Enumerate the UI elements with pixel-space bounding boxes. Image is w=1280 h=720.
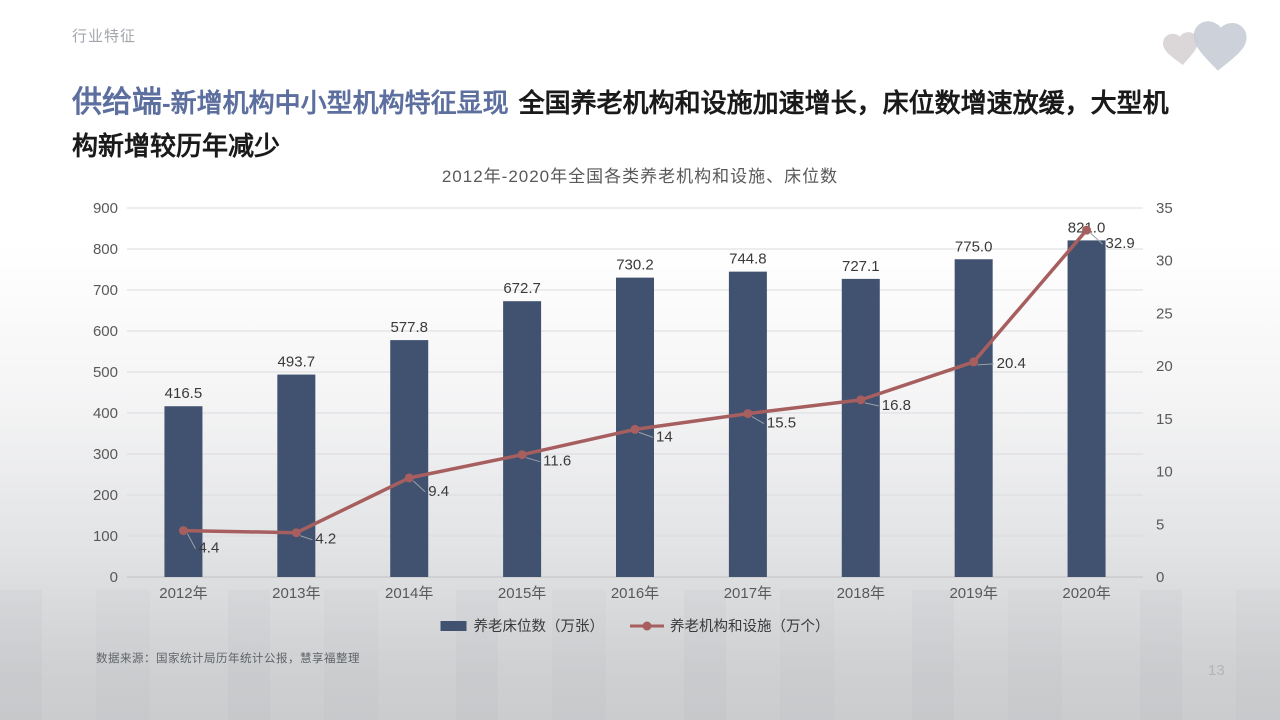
left-axis-tick: 500 [93,364,118,381]
bar-value-label: 672.7 [503,280,541,297]
bar-2013年 [277,374,316,577]
page-number: 13 [1208,662,1225,679]
line-value-label: 9.4 [428,483,449,500]
bar-2015年 [503,301,542,577]
line-marker [178,526,188,536]
line-marker [517,450,527,460]
x-axis-label: 2015年 [498,585,546,602]
x-axis-label: 2017年 [724,585,772,602]
x-axis-label: 2013年 [272,585,320,602]
line-value-label: 14 [656,428,673,445]
bar-value-label: 727.1 [842,258,880,275]
label-leader-line [300,535,313,541]
small-heart-icon [1163,32,1198,65]
hearts-logo [1163,21,1247,71]
bar-2018年 [841,278,880,577]
line-marker [291,528,301,538]
line-marker [404,473,414,483]
bar-value-label: 744.8 [729,251,767,268]
line-value-label: 15.5 [767,415,796,432]
section-label: 行业特征 [72,28,137,45]
label-leader-line [751,416,765,425]
label-leader-line [525,457,541,463]
x-axis-label: 2018年 [837,585,885,602]
left-axis-tick: 900 [93,200,118,217]
label-leader-line [187,533,196,549]
bar-2020年 [1067,240,1106,577]
line-value-label: 4.4 [198,540,219,557]
bar-value-label: 577.8 [390,319,428,336]
x-axis-label: 2019年 [949,585,997,602]
right-axis-tick: 10 [1156,464,1173,481]
line-marker [1082,225,1092,235]
line-marker [856,395,866,405]
title-highlight-large: 供给端 [72,86,162,119]
line-value-label: 4.2 [315,531,336,548]
source-note: 数据来源：国家统计局历年统计公报，慧享福整理 [96,653,360,665]
line-value-label: 32.9 [1106,235,1135,252]
right-axis-tick: 30 [1156,253,1173,270]
legend-bar-swatch [440,621,467,631]
line-value-label: 11.6 [543,453,571,470]
label-leader-line [638,431,654,438]
line-marker [743,409,753,419]
bar-2019年 [954,259,993,577]
left-axis-tick: 700 [93,282,118,299]
right-axis-tick: 35 [1156,200,1173,217]
line-marker [969,357,979,367]
label-leader-line [864,402,879,407]
chart-title: 2012年-2020年全国各类养老机构和设施、床位数 [441,167,839,186]
large-heart-icon [1193,21,1247,71]
right-axis-tick: 0 [1156,569,1164,586]
bar-value-label: 416.5 [165,385,203,402]
legend-bar-label: 养老床位数（万张） [474,618,605,635]
title-highlight-rest: -新增机构中小型机构特征显现 [162,88,509,118]
bar-2012年 [164,406,203,577]
legend-line-marker [642,621,652,631]
line-value-label: 20.4 [997,355,1026,372]
x-axis-label: 2012年 [159,585,207,602]
right-axis-tick: 5 [1156,516,1164,533]
bar-2017年 [728,271,767,577]
line-marker [630,424,640,434]
x-axis-label: 2020年 [1062,585,1110,602]
left-axis-tick: 100 [93,528,118,545]
label-leader-line [412,480,426,493]
line-value-label: 16.8 [882,397,911,414]
label-leader-line [1090,232,1103,245]
right-axis-tick: 20 [1156,358,1173,375]
left-axis-tick: 600 [93,323,118,340]
left-axis-tick: 300 [93,446,118,463]
x-axis-label: 2014年 [385,585,433,602]
left-axis-tick: 400 [93,405,118,422]
title-main-text: 全国养老机构和设施加速增长，床位数增速放缓，大型机构新增较历年减少 [72,88,1169,161]
right-axis-tick: 15 [1156,411,1173,428]
bar-2014年 [390,340,429,577]
chart-canvas: 0 100 200 300 400 500 600 700 800 900 0 5 10 15 20 25 30… [93,200,1173,635]
slide-title: 供给端-新增机构中小型机构特征显现 全国养老机构和设施加速增长，床位数增速放缓，大… [72,84,1182,170]
bar-value-label: 730.2 [616,257,654,274]
left-axis-tick: 0 [110,569,118,586]
left-axis-tick: 200 [93,487,118,504]
legend-line-label: 养老机构和设施（万个） [670,618,830,635]
bar-value-label: 493.7 [278,354,316,371]
bar-value-label: 775.0 [955,238,993,255]
right-axis-tick: 25 [1156,305,1173,322]
left-axis-tick: 800 [93,241,118,258]
label-leader-line [977,363,994,366]
combo-chart: 2012年-2020年全国各类养老机构和设施、床位数 0 100 200 300 400… [85,160,1195,650]
x-axis-label: 2016年 [611,585,659,602]
